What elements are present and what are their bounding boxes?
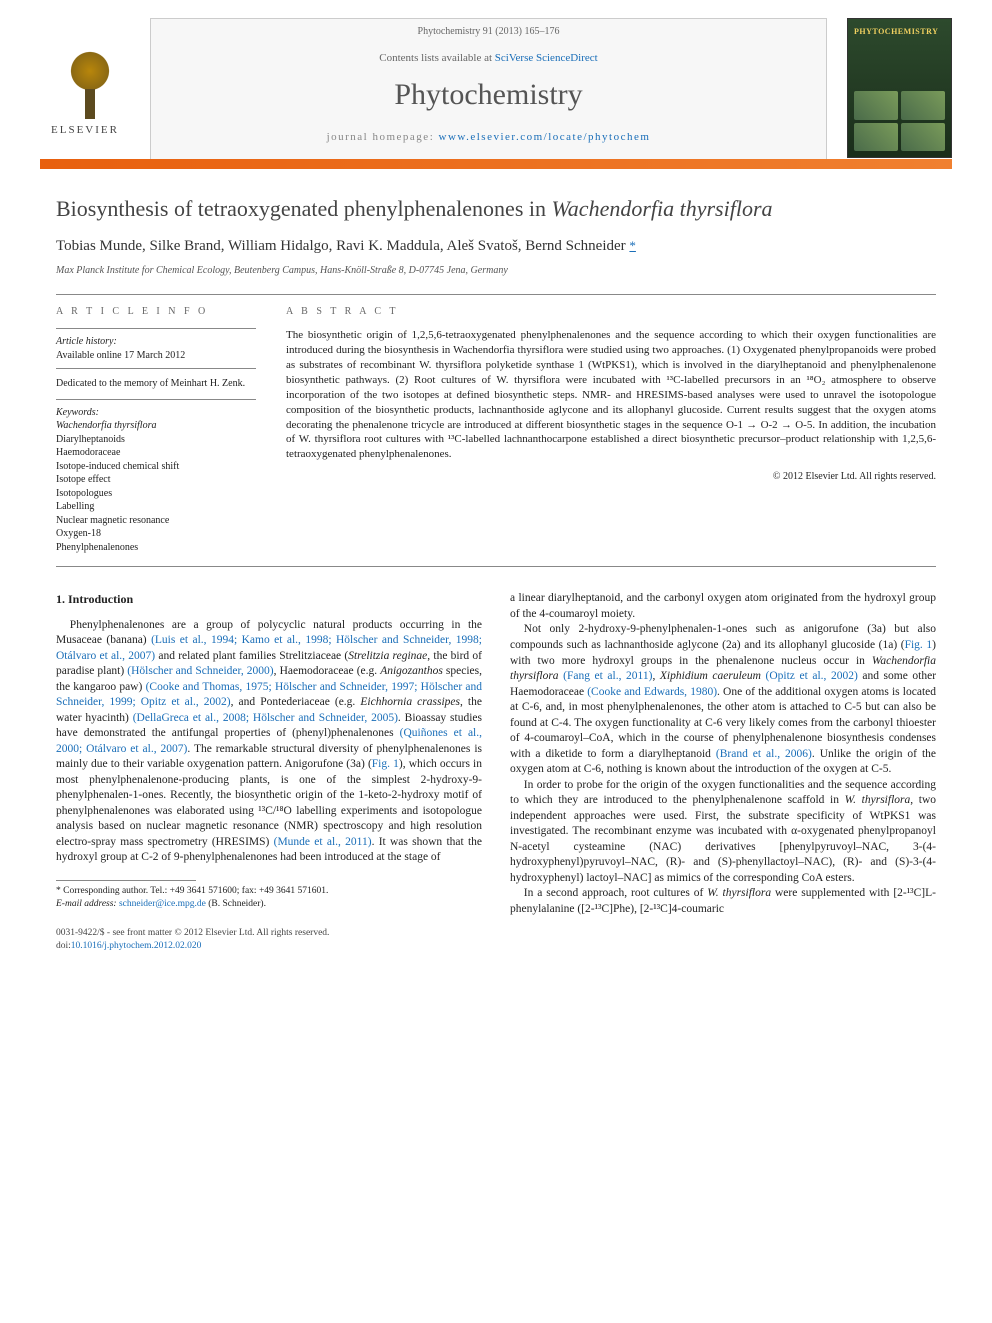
corresponding-email-link[interactable]: schneider@ice.mpg.de bbox=[119, 899, 206, 909]
contents-available-line: Contents lists available at SciVerse Sci… bbox=[161, 51, 816, 66]
corresponding-author-note: * Corresponding author. Tel.: +49 3641 5… bbox=[56, 885, 482, 898]
homepage-line: journal homepage: www.elsevier.com/locat… bbox=[161, 130, 816, 145]
article-title: Biosynthesis of tetraoxygenated phenylph… bbox=[56, 195, 936, 223]
abstract-block: A B S T R A C T The biosynthetic origin … bbox=[286, 305, 936, 555]
article-info-heading: A R T I C L E I N F O bbox=[56, 305, 256, 319]
footnote-separator bbox=[56, 880, 196, 881]
contents-prefix: Contents lists available at bbox=[379, 52, 494, 64]
orange-divider-bar bbox=[40, 159, 952, 169]
keyword: Nuclear magnetic resonance bbox=[56, 514, 256, 528]
keyword: Diarylheptanoids bbox=[56, 433, 256, 447]
corresponding-author-mark[interactable]: * bbox=[629, 238, 636, 253]
abstract-heading: A B S T R A C T bbox=[286, 305, 936, 319]
divider bbox=[56, 368, 256, 369]
abstract-text: The biosynthetic origin of 1,2,5,6-tetra… bbox=[286, 328, 936, 462]
keyword: Isotopologues bbox=[56, 487, 256, 501]
body-paragraph: Not only 2-hydroxy-9-phenylphenalen-1-on… bbox=[510, 622, 936, 777]
sciencedirect-link[interactable]: SciVerse ScienceDirect bbox=[495, 52, 598, 64]
copyright-line: © 2012 Elsevier Ltd. All rights reserved… bbox=[286, 470, 936, 484]
history-heading: Article history: bbox=[56, 335, 256, 349]
dedication-text: Dedicated to the memory of Meinhart H. Z… bbox=[56, 377, 256, 391]
authors-line: Tobias Munde, Silke Brand, William Hidal… bbox=[56, 236, 936, 256]
email-label: E-mail address: bbox=[56, 899, 117, 909]
body-paragraph: In a second approach, root cultures of W… bbox=[510, 886, 936, 917]
keyword: Phenylphenalenones bbox=[56, 541, 256, 555]
homepage-link[interactable]: www.elsevier.com/locate/phytochem bbox=[439, 131, 651, 143]
cover-images-icon bbox=[854, 91, 945, 151]
affiliation: Max Planck Institute for Chemical Ecolog… bbox=[56, 264, 936, 278]
history-date: Available online 17 March 2012 bbox=[56, 349, 256, 363]
page-footer: 0031-9422/$ - see front matter © 2012 El… bbox=[0, 917, 992, 973]
keyword: Labelling bbox=[56, 500, 256, 514]
divider bbox=[56, 566, 936, 567]
elsevier-tree-icon bbox=[50, 39, 130, 119]
keywords-heading: Keywords: bbox=[56, 406, 256, 420]
body-two-column: 1. Introduction Phenylphenalenones are a… bbox=[56, 591, 936, 917]
email-who: (B. Schneider). bbox=[208, 899, 266, 909]
cover-title: PHYTOCHEMISTRY bbox=[854, 27, 945, 38]
publisher-name: ELSEVIER bbox=[40, 123, 130, 138]
journal-title: Phytochemistry bbox=[161, 75, 816, 116]
divider bbox=[56, 399, 256, 400]
journal-header: ELSEVIER Phytochemistry 91 (2013) 165–17… bbox=[0, 0, 992, 159]
body-paragraph: a linear diarylheptanoid, and the carbon… bbox=[510, 591, 936, 622]
keywords-list: Wachendorfia thyrsifloraDiarylheptanoids… bbox=[56, 419, 256, 554]
keyword: Haemodoraceae bbox=[56, 446, 256, 460]
footnote-block: * Corresponding author. Tel.: +49 3641 5… bbox=[56, 885, 482, 911]
header-center-box: Phytochemistry 91 (2013) 165–176 Content… bbox=[150, 18, 827, 159]
article-info-block: A R T I C L E I N F O Article history: A… bbox=[56, 305, 256, 555]
body-paragraph: In order to probe for the origin of the … bbox=[510, 778, 936, 887]
divider bbox=[56, 294, 936, 295]
publisher-logo: ELSEVIER bbox=[40, 18, 130, 159]
keyword: Oxygen-18 bbox=[56, 527, 256, 541]
body-paragraph: Phenylphenalenones are a group of polycy… bbox=[56, 618, 482, 866]
doi-link[interactable]: 10.1016/j.phytochem.2012.02.020 bbox=[71, 941, 202, 951]
journal-cover-thumbnail: PHYTOCHEMISTRY bbox=[847, 18, 952, 158]
authors-text: Tobias Munde, Silke Brand, William Hidal… bbox=[56, 238, 626, 254]
keyword: Isotope effect bbox=[56, 473, 256, 487]
issn-line: 0031-9422/$ - see front matter © 2012 El… bbox=[56, 927, 936, 940]
doi-label: doi: bbox=[56, 941, 71, 951]
keyword: Isotope-induced chemical shift bbox=[56, 460, 256, 474]
section-1-heading: 1. Introduction bbox=[56, 591, 482, 607]
keyword: Wachendorfia thyrsiflora bbox=[56, 419, 256, 433]
homepage-prefix: journal homepage: bbox=[327, 131, 439, 143]
divider bbox=[56, 328, 256, 329]
citation-line: Phytochemistry 91 (2013) 165–176 bbox=[161, 25, 816, 39]
